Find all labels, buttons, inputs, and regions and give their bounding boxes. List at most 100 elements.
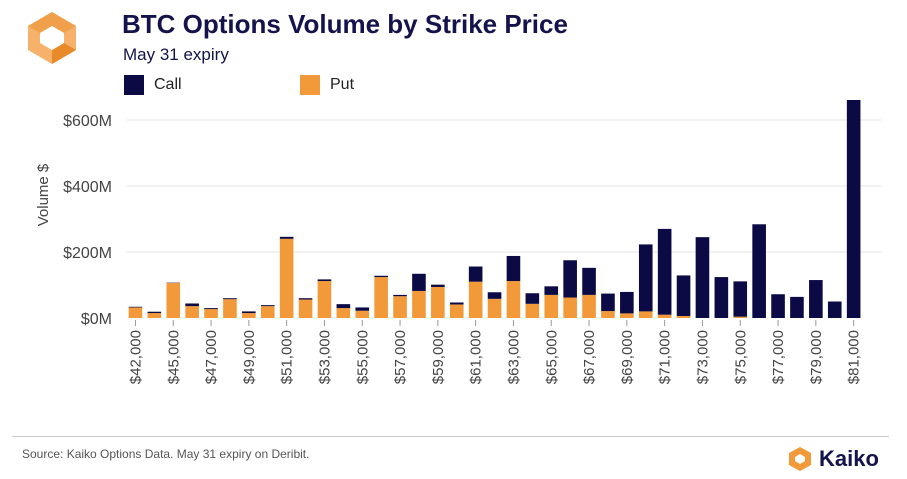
- bar-call: [487, 292, 502, 299]
- bar-put: [657, 314, 672, 318]
- y-tick-label: $0M: [81, 311, 112, 328]
- kaiko-brand-icon: [789, 447, 811, 471]
- legend-swatch-put: [300, 75, 320, 95]
- x-tick-label: $49,000: [241, 330, 258, 384]
- x-tick-label: $51,000: [279, 330, 296, 384]
- bar-call: [468, 266, 483, 282]
- chart-title: BTC Options Volume by Strike Price: [122, 9, 568, 39]
- bar-put: [223, 299, 237, 318]
- legend-item-call: Call: [124, 75, 182, 95]
- legend-swatch-call: [124, 75, 144, 95]
- bar-call: [752, 224, 766, 318]
- bar-call: [544, 286, 559, 295]
- bar-call: [790, 296, 804, 318]
- y-tick-label: $600M: [63, 113, 112, 130]
- bar-put: [204, 309, 218, 318]
- bar-call: [242, 311, 256, 314]
- x-tick-label: $63,000: [505, 330, 522, 384]
- bar-call: [733, 281, 748, 317]
- bar-call: [317, 279, 332, 282]
- x-tick-label: $42,000: [127, 330, 144, 384]
- bar-call: [279, 236, 294, 239]
- source-note: Source: Kaiko Options Data. May 31 expir…: [22, 447, 310, 461]
- bar-put: [166, 283, 181, 318]
- bar-call: [393, 294, 407, 297]
- bar-call: [147, 311, 162, 314]
- bar-call: [431, 284, 445, 287]
- bar-put: [601, 311, 615, 318]
- footer-divider: [12, 436, 889, 437]
- brand-name: Kaiko: [819, 446, 879, 471]
- bar-call: [185, 303, 199, 307]
- x-tick-label: $53,000: [316, 330, 333, 384]
- bar-put: [733, 316, 748, 318]
- bar-call: [695, 237, 710, 318]
- x-tick-label: $67,000: [581, 330, 598, 384]
- x-tick-label: $59,000: [430, 330, 447, 384]
- x-tick-label: $61,000: [468, 330, 485, 384]
- bar-put: [506, 281, 521, 318]
- x-tick-label: $55,000: [354, 330, 371, 384]
- bar-put: [525, 303, 540, 318]
- x-tick-label: $77,000: [770, 330, 787, 384]
- bar-put: [242, 313, 256, 318]
- bar-call: [809, 280, 823, 318]
- bar-call: [355, 307, 370, 311]
- bar-call: [506, 255, 521, 282]
- bar-put: [279, 238, 294, 318]
- bar-call: [260, 305, 275, 307]
- bar-call: [374, 275, 388, 278]
- bar-put: [374, 277, 388, 318]
- chart-subtitle: May 31 expiry: [123, 45, 229, 64]
- bar-put: [185, 306, 199, 318]
- bar-put: [676, 316, 691, 318]
- bar-put: [468, 281, 483, 318]
- bar-call: [657, 228, 672, 315]
- bar-put: [544, 294, 559, 318]
- bars: [128, 100, 861, 318]
- bar-call: [563, 260, 577, 298]
- legend-item-put: Put: [300, 75, 354, 95]
- bar-put: [128, 307, 143, 318]
- x-tick-label: $81,000: [846, 330, 863, 384]
- x-tick-label: $57,000: [392, 330, 409, 384]
- kaiko-logo-icon: [28, 12, 76, 64]
- bar-put: [260, 306, 275, 318]
- legend-label-put: Put: [330, 76, 355, 93]
- bar-put: [393, 296, 407, 318]
- bar-put: [487, 298, 502, 318]
- bar-call: [676, 275, 691, 317]
- x-tick-label: $69,000: [619, 330, 636, 384]
- bar-put: [620, 313, 634, 318]
- x-tick-label: $65,000: [543, 330, 560, 384]
- x-axis-ticks: $42,000 $45,000 $47,000 $49,000 $51,000 $53,0…: [127, 320, 863, 384]
- bar-call: [771, 294, 785, 318]
- brand: Kaiko: [787, 446, 879, 472]
- bar-call: [298, 298, 313, 300]
- bar-put: [563, 297, 577, 318]
- grid-lines: [126, 119, 882, 253]
- bar-call: [638, 244, 653, 312]
- bar-call: [620, 291, 634, 314]
- bar-call: [582, 267, 596, 295]
- x-tick-label: $47,000: [203, 330, 220, 384]
- x-tick-label: $71,000: [657, 330, 674, 384]
- x-tick-label: $73,000: [694, 330, 711, 384]
- bar-call: [449, 302, 464, 305]
- bar-call: [525, 293, 540, 304]
- bar-call: [412, 273, 426, 291]
- x-tick-label: $79,000: [808, 330, 825, 384]
- bar-call: [223, 298, 237, 300]
- bar-chart: $0M $200M $400M $600M $42,000 $45,000 $47,000…: [35, 100, 882, 384]
- bar-put: [355, 310, 370, 318]
- bar-call: [827, 301, 842, 318]
- bar-put: [317, 281, 332, 318]
- bar-call: [204, 308, 218, 310]
- bar-call: [714, 277, 729, 318]
- legend-label-call: Call: [154, 76, 182, 93]
- x-tick-label: $45,000: [165, 330, 182, 384]
- bar-call: [846, 100, 861, 318]
- bar-put: [582, 294, 596, 318]
- y-axis-label: Volume $: [35, 163, 52, 226]
- y-axis-ticks: $0M $200M $400M $600M: [63, 113, 112, 328]
